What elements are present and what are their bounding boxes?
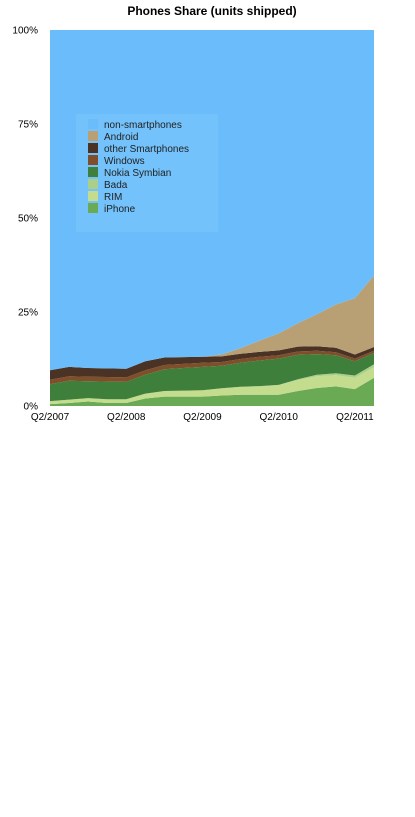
legend-label: Bada	[104, 180, 128, 191]
legend-box	[76, 114, 218, 232]
legend-label: Nokia Symbian	[104, 168, 171, 179]
legend-swatch	[88, 179, 98, 189]
y-tick-label: 0%	[24, 402, 39, 413]
y-tick-label: 25%	[18, 308, 38, 319]
x-axis: Q2/2007 Q2/2008 Q2/2009 Q2/2010 Q2/2011	[31, 412, 374, 423]
legend-swatch	[88, 131, 98, 141]
y-axis: 0% 25% 50% 75% 100%	[12, 26, 38, 413]
legend-swatch	[88, 167, 98, 177]
legend-swatch	[88, 203, 98, 213]
area-series-nokia-symbian	[50, 353, 374, 402]
area-series-windows	[50, 350, 374, 385]
y-tick-label: 100%	[12, 26, 38, 37]
area-series-other-smartphones	[50, 346, 374, 380]
x-tick-label: Q2/2010	[260, 412, 299, 423]
x-tick-label: Q2/2008	[107, 412, 146, 423]
legend-swatch	[88, 143, 98, 153]
x-tick-label: Q2/2009	[183, 412, 222, 423]
legend-label: non-smartphones	[104, 120, 182, 131]
area-series-rim	[50, 367, 374, 405]
area-series-iphone	[50, 377, 374, 406]
legend-label: other Smartphones	[104, 144, 189, 155]
x-tick-label: Q2/2011	[336, 412, 374, 423]
legend-label: RIM	[104, 192, 122, 203]
legend-swatch	[88, 155, 98, 165]
legend-swatch	[88, 119, 98, 129]
chart-title: Phones Share (units shipped)	[127, 4, 296, 18]
area-series-android	[50, 275, 374, 371]
x-tick-label: Q2/2007	[31, 412, 70, 423]
legend-label: iPhone	[104, 204, 136, 215]
legend-label: Android	[104, 132, 138, 143]
legend-label: Windows	[104, 156, 145, 167]
y-tick-label: 50%	[18, 214, 38, 225]
y-tick-label: 75%	[18, 120, 38, 131]
legend-swatch	[88, 191, 98, 201]
